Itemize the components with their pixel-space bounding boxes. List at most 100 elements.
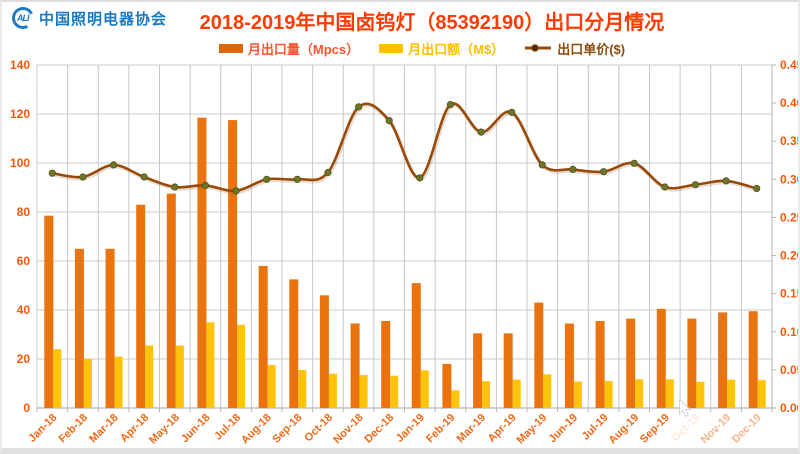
price-marker [538, 161, 546, 169]
right-axis-tick-label: 0.45 [780, 58, 800, 72]
org-name: 中国照明电器协会 [39, 10, 168, 28]
value-bar [696, 381, 705, 408]
header: ALI 中国照明电器协会 2018-2019年中国卤钨灯（85392190）出口… [2, 2, 798, 36]
value-bar [145, 345, 154, 408]
volume-bar [289, 279, 299, 408]
price-marker [263, 175, 271, 183]
value-bar [604, 381, 613, 408]
price-marker [140, 173, 148, 181]
volume-bar [319, 295, 329, 408]
value-bar [206, 322, 215, 409]
mouse-cursor-icon [679, 399, 692, 417]
x-axis-label: Feb-18 [56, 412, 90, 446]
right-axis-tick-label: 0.05 [780, 363, 800, 377]
value-bar [390, 375, 399, 408]
price-marker [446, 101, 454, 109]
volume-bar [748, 311, 758, 408]
volume-bar [718, 312, 728, 408]
x-axis-label: Oct-18 [302, 412, 335, 445]
value-bar [635, 379, 644, 408]
x-axis-label: Dec-18 [362, 412, 396, 446]
value-bar [175, 345, 184, 408]
volume-bar [166, 193, 176, 408]
legend-bar-swatch-icon [379, 43, 404, 53]
volume-bar [411, 283, 421, 408]
right-axis-tick-label: 0.25 [780, 210, 800, 224]
value-bar [267, 365, 276, 408]
price-marker [171, 183, 179, 191]
price-marker [293, 175, 301, 183]
price-marker [477, 128, 485, 136]
right-axis-tick-label: 0.10 [780, 325, 800, 339]
left-axis-tick-label: 20 [17, 352, 31, 366]
right-axis-tick-label: 0.00 [780, 401, 800, 415]
price-marker [324, 168, 332, 177]
volume-bar [687, 318, 697, 408]
legend-item-2: 出口单价($) [524, 39, 625, 58]
volume-bar [656, 308, 666, 408]
right-axis-tick-label: 0.40 [780, 96, 800, 110]
price-marker [110, 161, 118, 169]
value-bar [482, 381, 491, 408]
volume-bar [626, 318, 636, 408]
volume-bar [442, 363, 452, 408]
chart-legend: 月出口量（Mpcs） 月出口额（M$） 出口单价($) [82, 38, 762, 58]
left-axis-tick-label: 120 [10, 107, 30, 121]
x-axis-label: Apr-18 [118, 412, 151, 445]
value-bar [298, 370, 307, 408]
value-bar [727, 379, 736, 408]
chart-title: 2018-2019年中国卤钨灯（85392190）出口分月情况 [199, 12, 665, 34]
price-marker [201, 181, 209, 189]
x-axis-label: Sep-19 [638, 412, 672, 446]
volume-bar [595, 321, 605, 408]
x-axis-label: Mar-19 [455, 412, 489, 446]
left-axis-tick-label: 80 [17, 205, 31, 219]
left-axis-tick-label: 100 [10, 156, 30, 170]
x-axis-label: Feb-19 [424, 412, 458, 446]
price-line [52, 102, 758, 193]
price-marker [569, 165, 577, 173]
volume-bar [228, 120, 238, 408]
x-axis-label: Nov-18 [331, 412, 365, 446]
value-bar [420, 370, 429, 408]
x-axis-label: May-19 [515, 412, 550, 447]
volume-bar [381, 321, 391, 408]
price-marker [416, 174, 424, 182]
volume-bar [350, 323, 360, 408]
value-bar [359, 374, 368, 408]
combo-chart-canvas: 0 20 40 60 80 100 120 140 0.00 0.05 0.10 0.15 0.20 0.… [10, 58, 800, 447]
left-axis-tick-label: 0 [23, 401, 30, 415]
price-marker [48, 169, 56, 177]
x-axis-label: Dec-19 [730, 412, 764, 446]
x-axis-label: Jun-19 [546, 412, 580, 446]
value-bar [237, 324, 246, 408]
value-bar [114, 356, 123, 408]
right-axis-tick-label: 0.20 [780, 249, 800, 263]
price-marker [722, 177, 730, 185]
value-bar [83, 359, 92, 408]
x-axis-label: Sep-18 [270, 412, 304, 446]
cali-logo-icon: ALI [9, 4, 37, 32]
left-axis-tick-label: 140 [10, 58, 30, 72]
x-axis-label: Apr-19 [486, 412, 519, 445]
volume-bar [44, 215, 54, 408]
price-marker [691, 181, 700, 189]
price-line-shadow [52, 103, 759, 195]
value-bar [757, 380, 766, 408]
price-marker [385, 117, 393, 125]
cali-logo-text: ALI [17, 13, 29, 23]
value-bar [512, 379, 521, 408]
value-bar [543, 374, 552, 408]
legend-label: 月出口额（M$） [408, 41, 505, 57]
price-marker [661, 183, 669, 191]
legend-item-1: 月出口额（M$） [379, 39, 504, 58]
legend-item-0: 月出口量（Mpcs） [218, 39, 360, 58]
x-axis-label: Mar-18 [87, 412, 121, 446]
legend-label: 月出口量（Mpcs） [247, 41, 360, 57]
price-marker [599, 168, 608, 176]
x-axis-label: Jan-19 [394, 412, 427, 445]
price-marker [753, 184, 761, 193]
x-axis-label: Aug-18 [239, 412, 274, 447]
x-axis-label: Jun-18 [179, 412, 213, 446]
